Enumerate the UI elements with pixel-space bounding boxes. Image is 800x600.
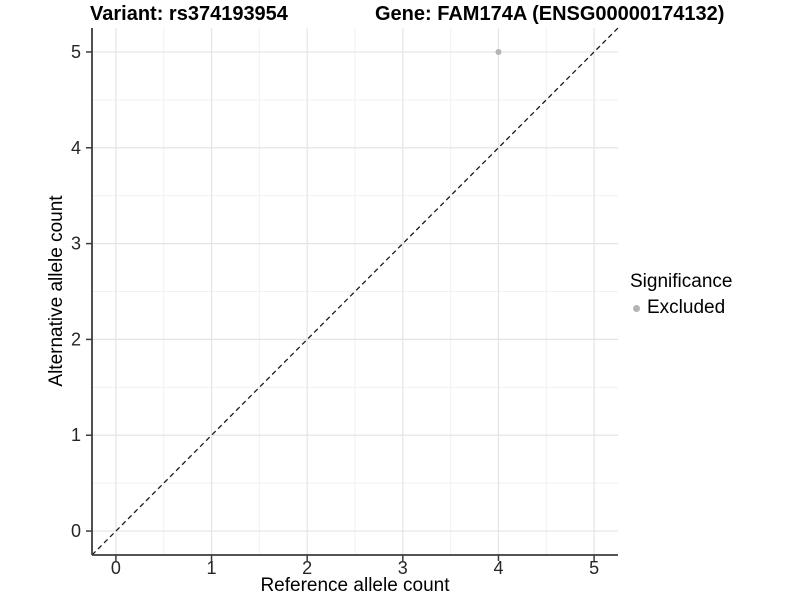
variant-title: Variant: rs374193954: [90, 3, 288, 25]
y-tick-label: 5: [71, 42, 81, 62]
data-point: [495, 48, 502, 55]
x-tick-label: 1: [207, 558, 217, 578]
y-tick-label: 4: [71, 138, 81, 158]
legend-title: Significance: [630, 271, 733, 292]
x-tick-label: 2: [302, 558, 312, 578]
y-tick-label: 1: [71, 425, 81, 445]
legend-entry-label: Excluded: [647, 297, 726, 318]
y-axis-title: Alternative allele count: [46, 195, 67, 387]
legend: Significance Excluded: [630, 271, 732, 319]
y-tick-label: 0: [71, 521, 81, 541]
legend-entries: Excluded: [630, 297, 732, 319]
legend-entry: Excluded: [630, 297, 732, 319]
y-tick-label: 3: [71, 234, 81, 254]
x-tick-label: 5: [589, 558, 599, 578]
x-axis-title: Reference allele count: [260, 575, 450, 596]
legend-point-icon: [633, 304, 640, 312]
y-tick-label: 2: [71, 329, 81, 349]
x-tick-label: 4: [493, 558, 503, 578]
x-tick-label: 3: [398, 558, 408, 578]
x-tick-label: 0: [111, 558, 121, 578]
gene-title: Gene: FAM174A (ENSG00000174132): [375, 3, 725, 25]
